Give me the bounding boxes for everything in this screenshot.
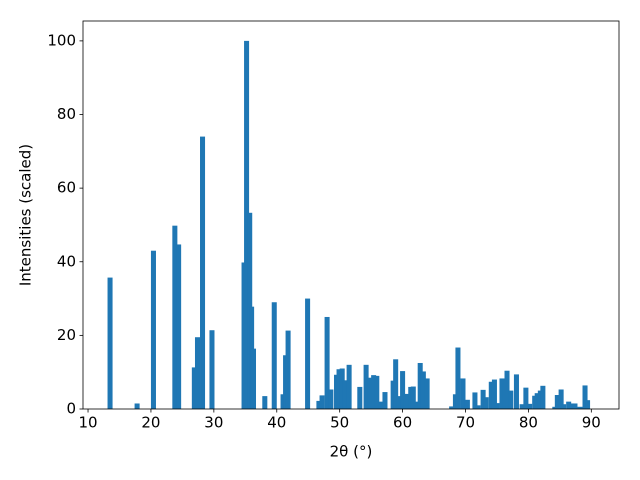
- bar: [499, 378, 505, 409]
- y-tick-label: 100: [47, 31, 76, 49]
- bar: [561, 404, 567, 409]
- bar: [540, 385, 546, 409]
- bar: [336, 369, 342, 409]
- bar: [107, 277, 113, 409]
- bar: [464, 399, 470, 409]
- bar: [339, 368, 345, 409]
- x-tick-label: 60: [393, 414, 412, 432]
- bar: [523, 387, 529, 409]
- x-tick-label: 70: [456, 414, 475, 432]
- bar: [150, 250, 156, 409]
- bar: [403, 393, 409, 409]
- bar: [491, 379, 497, 409]
- bar: [480, 389, 486, 409]
- x-tick-label: 40: [267, 414, 286, 432]
- bar: [346, 364, 352, 409]
- y-tick-label: 60: [57, 179, 76, 197]
- y-tick-label: 80: [57, 105, 76, 123]
- bar: [209, 330, 215, 409]
- bar: [393, 359, 399, 409]
- bar: [558, 389, 564, 409]
- bar: [324, 316, 330, 409]
- bar: [410, 386, 416, 409]
- bar: [283, 355, 289, 409]
- x-tick-label: 30: [204, 414, 223, 432]
- bar: [424, 378, 430, 409]
- y-tick-label: 20: [57, 326, 76, 344]
- bar: [367, 377, 373, 409]
- bar: [554, 395, 560, 409]
- bar: [191, 367, 197, 409]
- bar: [378, 401, 384, 409]
- bar: [585, 400, 591, 409]
- plot-frame: [82, 20, 620, 410]
- bar: [357, 386, 363, 409]
- bar: [472, 392, 478, 409]
- bar: [285, 330, 291, 409]
- bar: [363, 364, 369, 409]
- y-axis-label: Intensities (scaled): [17, 144, 35, 286]
- bar: [396, 396, 402, 409]
- bar: [342, 380, 348, 409]
- bar: [200, 136, 206, 409]
- bar: [172, 225, 178, 409]
- x-axis-label: 2θ (°): [330, 443, 373, 461]
- bar: [319, 395, 325, 409]
- bar: [519, 404, 525, 409]
- bar: [460, 378, 466, 409]
- bar: [475, 405, 481, 409]
- bar: [504, 370, 510, 409]
- bar: [488, 381, 494, 409]
- bar: [328, 389, 334, 409]
- bar: [371, 375, 377, 409]
- bar: [244, 40, 250, 409]
- bar: [494, 403, 500, 409]
- bar: [382, 392, 388, 409]
- bar: [250, 348, 257, 409]
- x-tick-label: 20: [141, 414, 160, 432]
- x-tick-label: 90: [582, 414, 601, 432]
- bar: [420, 371, 426, 409]
- bar: [572, 403, 578, 409]
- bar: [455, 347, 461, 409]
- bar: [316, 400, 322, 409]
- bar: [582, 385, 588, 409]
- y-tick-label: 40: [57, 252, 76, 270]
- bar: [414, 401, 420, 409]
- x-tick-label: 50: [330, 414, 349, 432]
- bar: [134, 403, 140, 409]
- x-tick-label: 80: [519, 414, 538, 432]
- y-tick-label: 0: [66, 400, 76, 418]
- bar: [527, 403, 533, 409]
- bar: [400, 371, 406, 409]
- x-tick-label: 10: [78, 414, 97, 432]
- bar: [577, 406, 583, 409]
- bar: [417, 362, 423, 409]
- bar: [483, 397, 489, 409]
- bar: [176, 244, 182, 409]
- bar: [508, 390, 514, 409]
- bar: [271, 302, 277, 409]
- bar: [305, 298, 311, 409]
- bar: [569, 403, 575, 409]
- bar: [374, 375, 380, 409]
- bar: [194, 337, 201, 409]
- bar: [534, 393, 540, 409]
- bar: [513, 374, 519, 409]
- bar: [390, 380, 396, 409]
- bar: [449, 406, 455, 409]
- bar: [566, 401, 572, 409]
- bar: [262, 396, 268, 409]
